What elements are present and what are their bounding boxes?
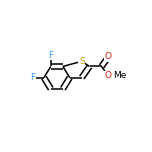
- Text: F: F: [48, 51, 53, 60]
- Text: O: O: [105, 71, 112, 80]
- Text: F: F: [30, 73, 35, 82]
- Text: Me: Me: [113, 71, 126, 80]
- Text: O: O: [105, 52, 112, 61]
- Text: S: S: [79, 57, 85, 66]
